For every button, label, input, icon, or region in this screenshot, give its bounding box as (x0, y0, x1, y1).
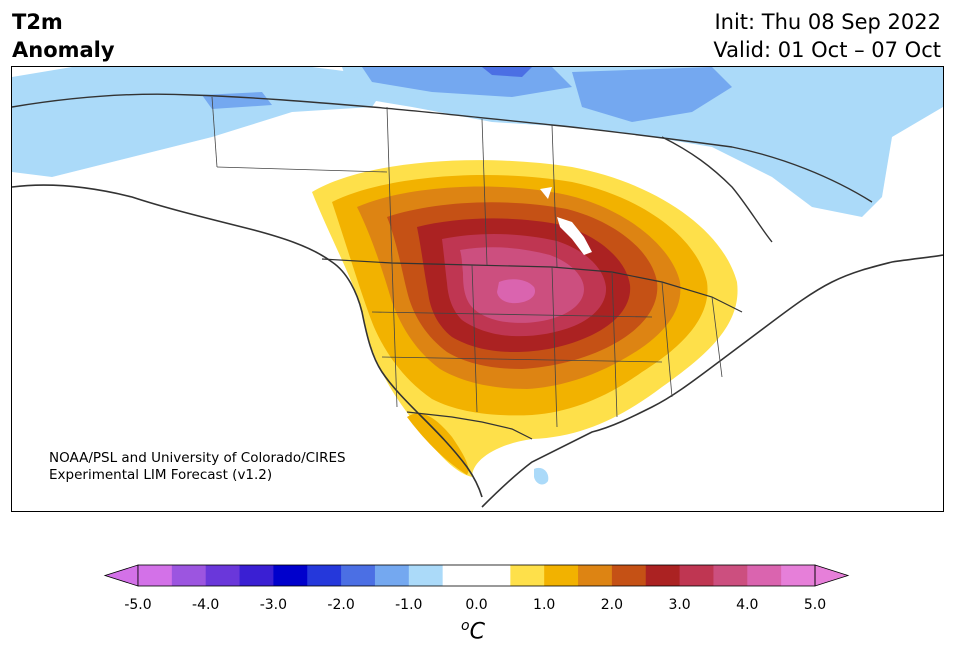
unit-letter: C (469, 619, 485, 645)
state-line-5 (371, 311, 653, 318)
warm-anomaly-4-5c (497, 279, 536, 304)
coastline-north (12, 93, 873, 203)
colorbar-swatch (442, 565, 477, 586)
colorbar-tick-label: -5.0 (124, 597, 152, 613)
colorbar-swatch (273, 565, 308, 586)
cold-anomaly-gulf (534, 467, 549, 485)
colorbar-outline (137, 564, 816, 587)
state-line-1 (391, 262, 398, 408)
colorbar-tick-label: 2.0 (600, 597, 624, 613)
province-line-1 (211, 96, 218, 168)
colorbar-swatch (138, 565, 173, 586)
colorbar-swatch (171, 565, 207, 586)
colorbar-swatch (374, 565, 410, 586)
coastline-hudson (661, 136, 773, 243)
colorbar: -5.0 -4.0 -3.0 -2.0 -1.0 0.0 1.0 2.0 3.0 4.0 5.0 o… (0, 560, 953, 656)
state-line-8 (711, 296, 723, 378)
anomaly-map: NOAA/PSL and University of Colorado/CIRE… (11, 66, 944, 512)
coastline-gulf (481, 254, 943, 508)
map-title: T2m Anomaly (12, 8, 115, 64)
cold-anomaly-deep (482, 67, 532, 77)
colorbar-swatch (679, 565, 714, 586)
map-credit: NOAA/PSL and University of Colorado/CIRE… (49, 450, 346, 484)
state-line-2 (471, 264, 478, 413)
colorbar-swatch (611, 565, 647, 586)
state-line-4 (611, 271, 618, 418)
lakes-white-2 (540, 187, 552, 199)
colorbar-swatch (476, 565, 511, 586)
colorbar-swatch (307, 565, 342, 586)
colorbar-swatch (510, 565, 545, 586)
border-us-mexico (406, 411, 533, 440)
colorbar-swatch (578, 565, 613, 586)
colorbar-tick-label: -1.0 (395, 597, 423, 613)
colorbar-tick-label: -2.0 (327, 597, 355, 613)
valid-range: Valid: 01 Oct – 07 Oct (713, 38, 941, 62)
province-line-3 (481, 118, 488, 266)
colorbar-swatch (205, 565, 241, 586)
state-line-3 (551, 266, 558, 428)
init-date: Init: Thu 08 Sep 2022 (714, 10, 941, 34)
border-us-canada (321, 258, 743, 313)
unit-degree: o (461, 618, 470, 634)
lakes-white-1 (557, 217, 592, 255)
colorbar-tick-label: 4.0 (736, 597, 759, 613)
colorbar-tick-label: 0.0 (465, 597, 488, 613)
colorbar-swatch (713, 565, 748, 586)
state-line-6 (381, 356, 663, 363)
colorbar-tick-label: 1.0 (533, 597, 556, 613)
colorbar-svg (103, 564, 850, 587)
colorbar-swatch (239, 565, 274, 586)
colorbar-tick-label: 5.0 (803, 597, 827, 613)
colorbar-swatch (645, 565, 681, 586)
province-line-5 (216, 166, 388, 173)
colorbar-tick-label: -4.0 (192, 597, 220, 613)
map-svg (12, 67, 943, 508)
cold-anomaly-mid-2 (572, 67, 732, 122)
cold-anomaly-light-east (342, 67, 943, 217)
forecast-dates: Init: Thu 08 Sep 2022 Valid: 01 Oct – 07… (713, 8, 941, 64)
credit-line-2: Experimental LIM Forecast (v1.2) (49, 467, 273, 483)
colorbar-tick-label: -3.0 (259, 597, 288, 613)
colorbar-swatch (341, 565, 376, 586)
colorbar-swatch (781, 565, 816, 586)
colorbar-swatch (747, 565, 782, 586)
state-line-7 (661, 281, 673, 398)
colorbar-unit: oC (461, 618, 485, 644)
coastline-west (12, 184, 483, 498)
credit-line-1: NOAA/PSL and University of Colorado/CIRE… (49, 450, 346, 466)
warm-anomaly-baja (407, 413, 469, 475)
cold-anomaly-light-west (12, 67, 392, 177)
province-line-2 (386, 106, 393, 264)
colorbar-extend-high (814, 564, 850, 587)
colorbar-swatch (408, 565, 444, 586)
colorbar-extend-low (103, 564, 139, 587)
province-line-4 (551, 124, 558, 268)
colorbar-tick-label: 3.0 (668, 597, 691, 613)
colorbar-swatch (544, 565, 579, 586)
title-line-2: Anomaly (12, 38, 115, 62)
title-line-1: T2m (12, 10, 63, 34)
